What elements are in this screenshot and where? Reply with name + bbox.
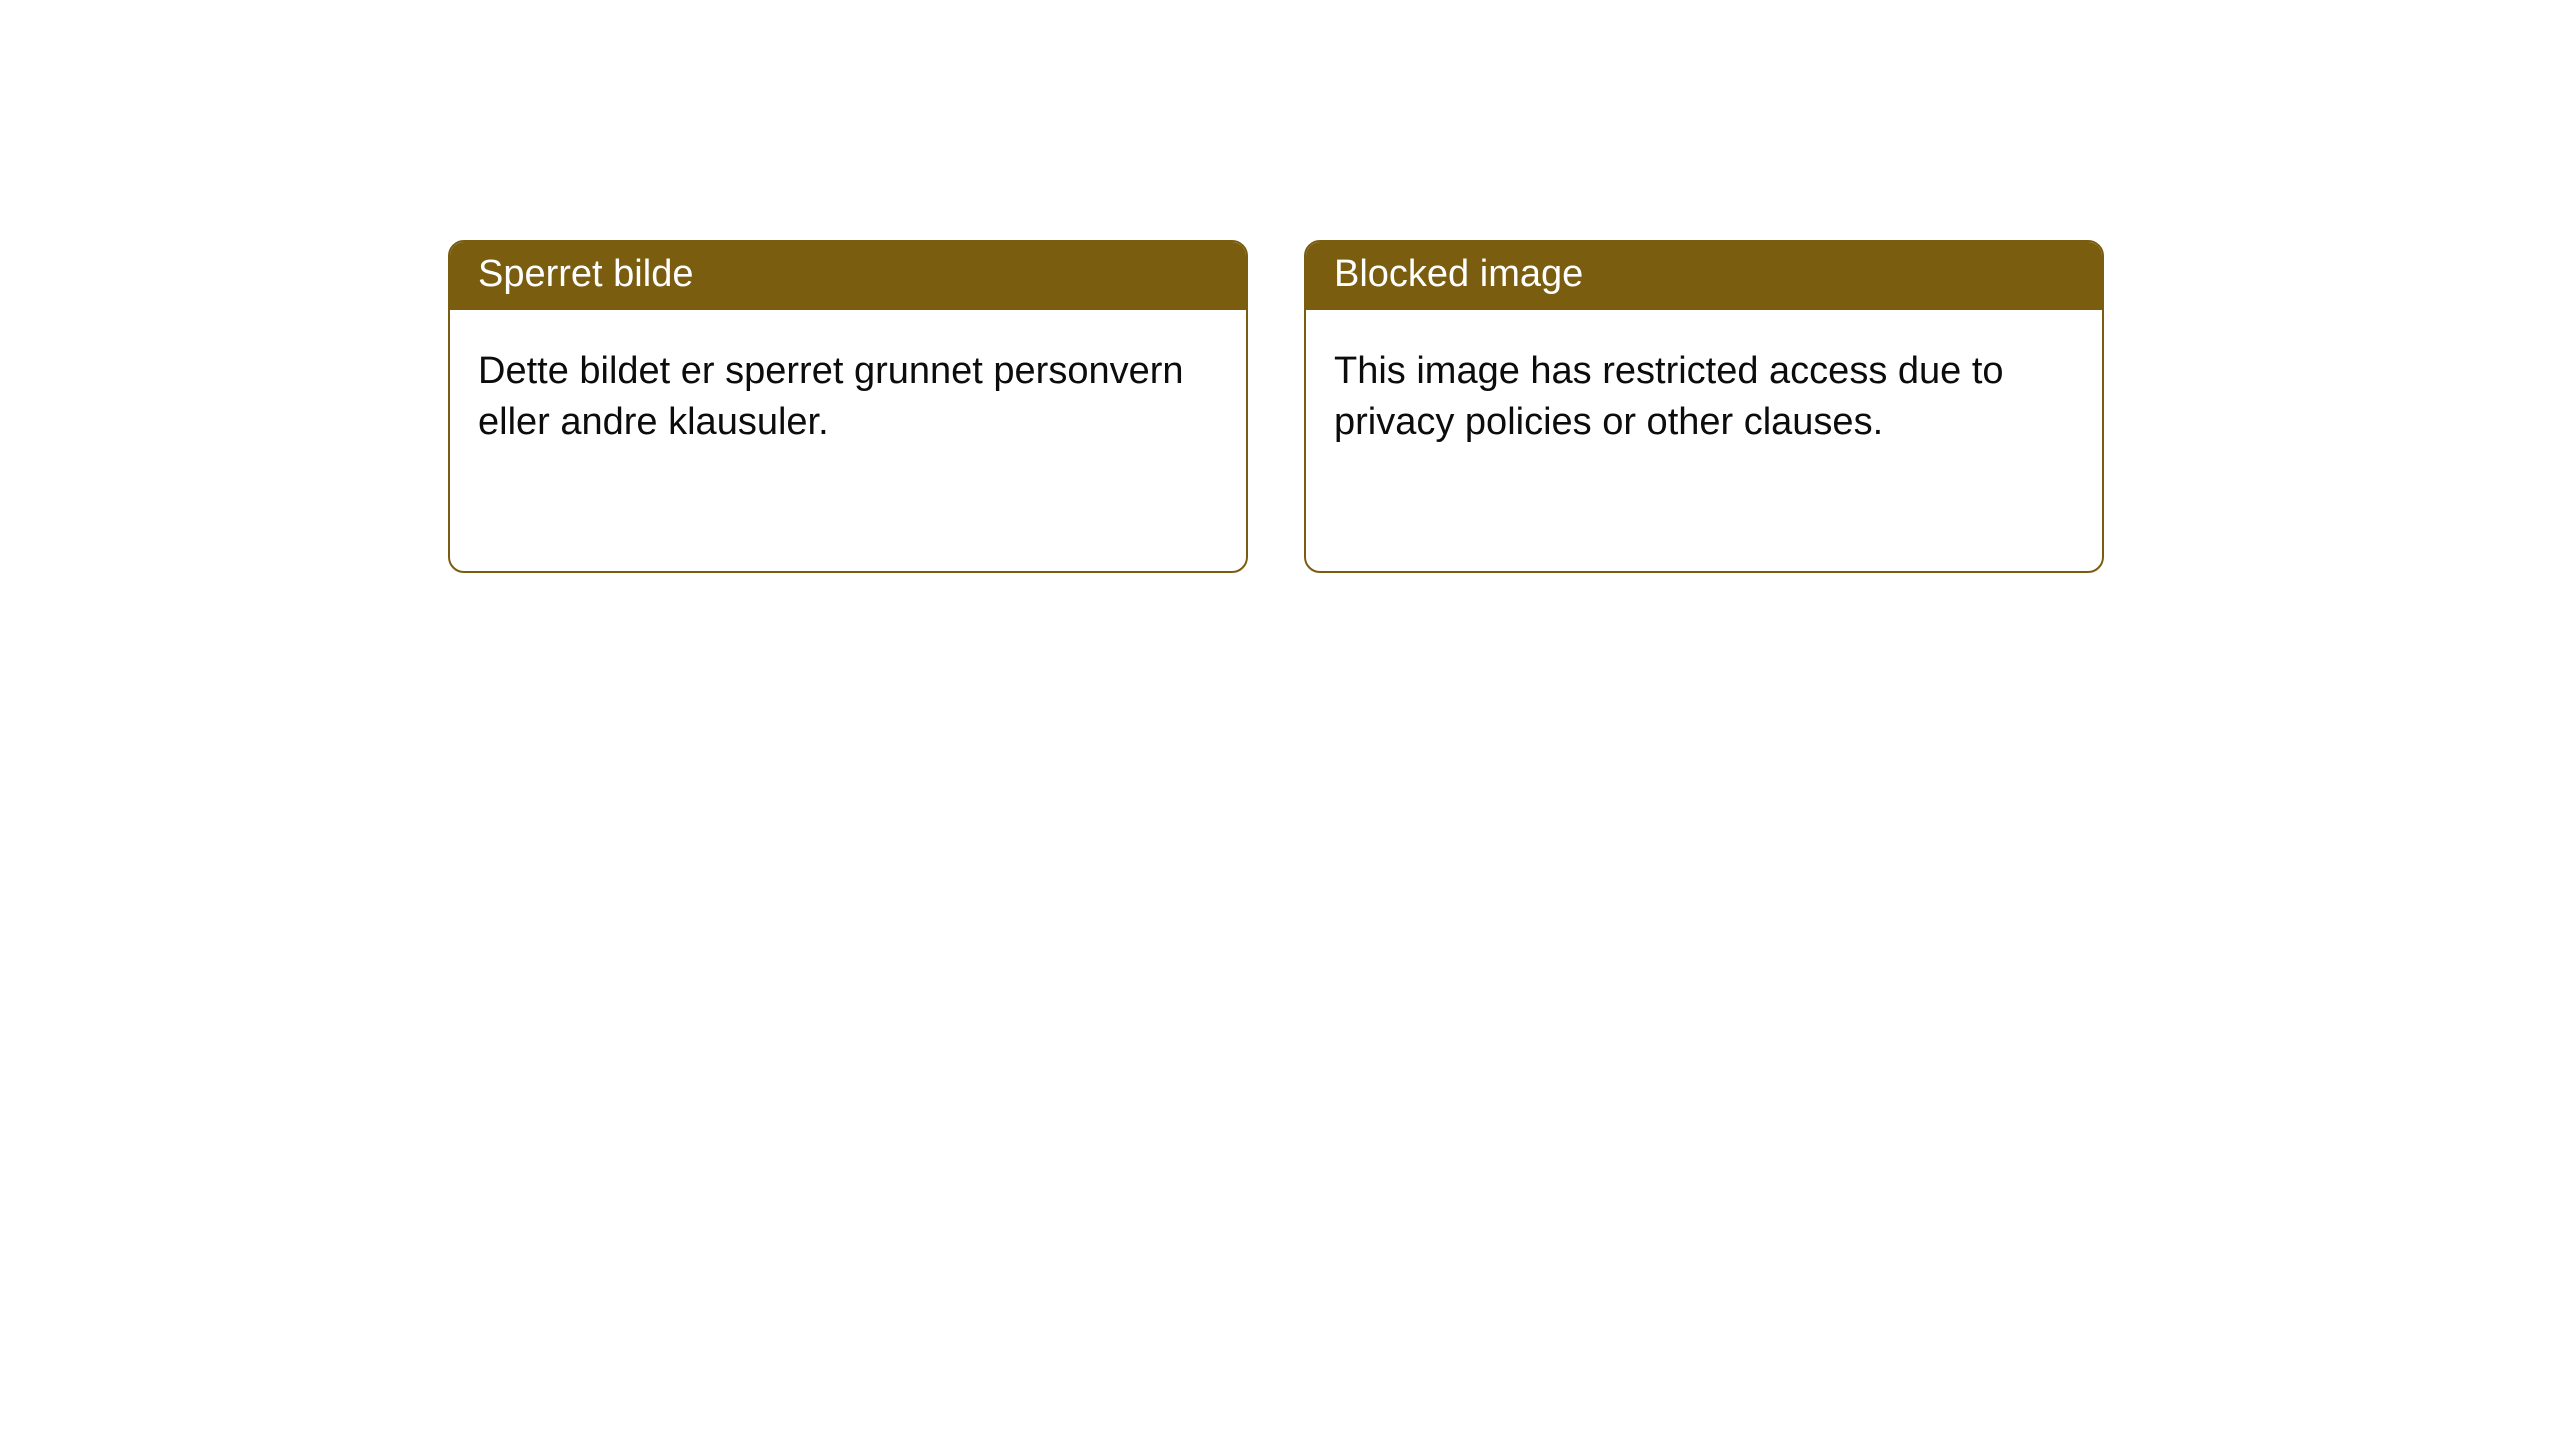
notice-card-title: Sperret bilde <box>450 242 1246 310</box>
notice-container: Sperret bilde Dette bildet er sperret gr… <box>0 0 2560 573</box>
notice-card-body: Dette bildet er sperret grunnet personve… <box>450 310 1246 477</box>
notice-card-english: Blocked image This image has restricted … <box>1304 240 2104 573</box>
notice-card-title: Blocked image <box>1306 242 2102 310</box>
notice-card-body: This image has restricted access due to … <box>1306 310 2102 477</box>
notice-card-norwegian: Sperret bilde Dette bildet er sperret gr… <box>448 240 1248 573</box>
